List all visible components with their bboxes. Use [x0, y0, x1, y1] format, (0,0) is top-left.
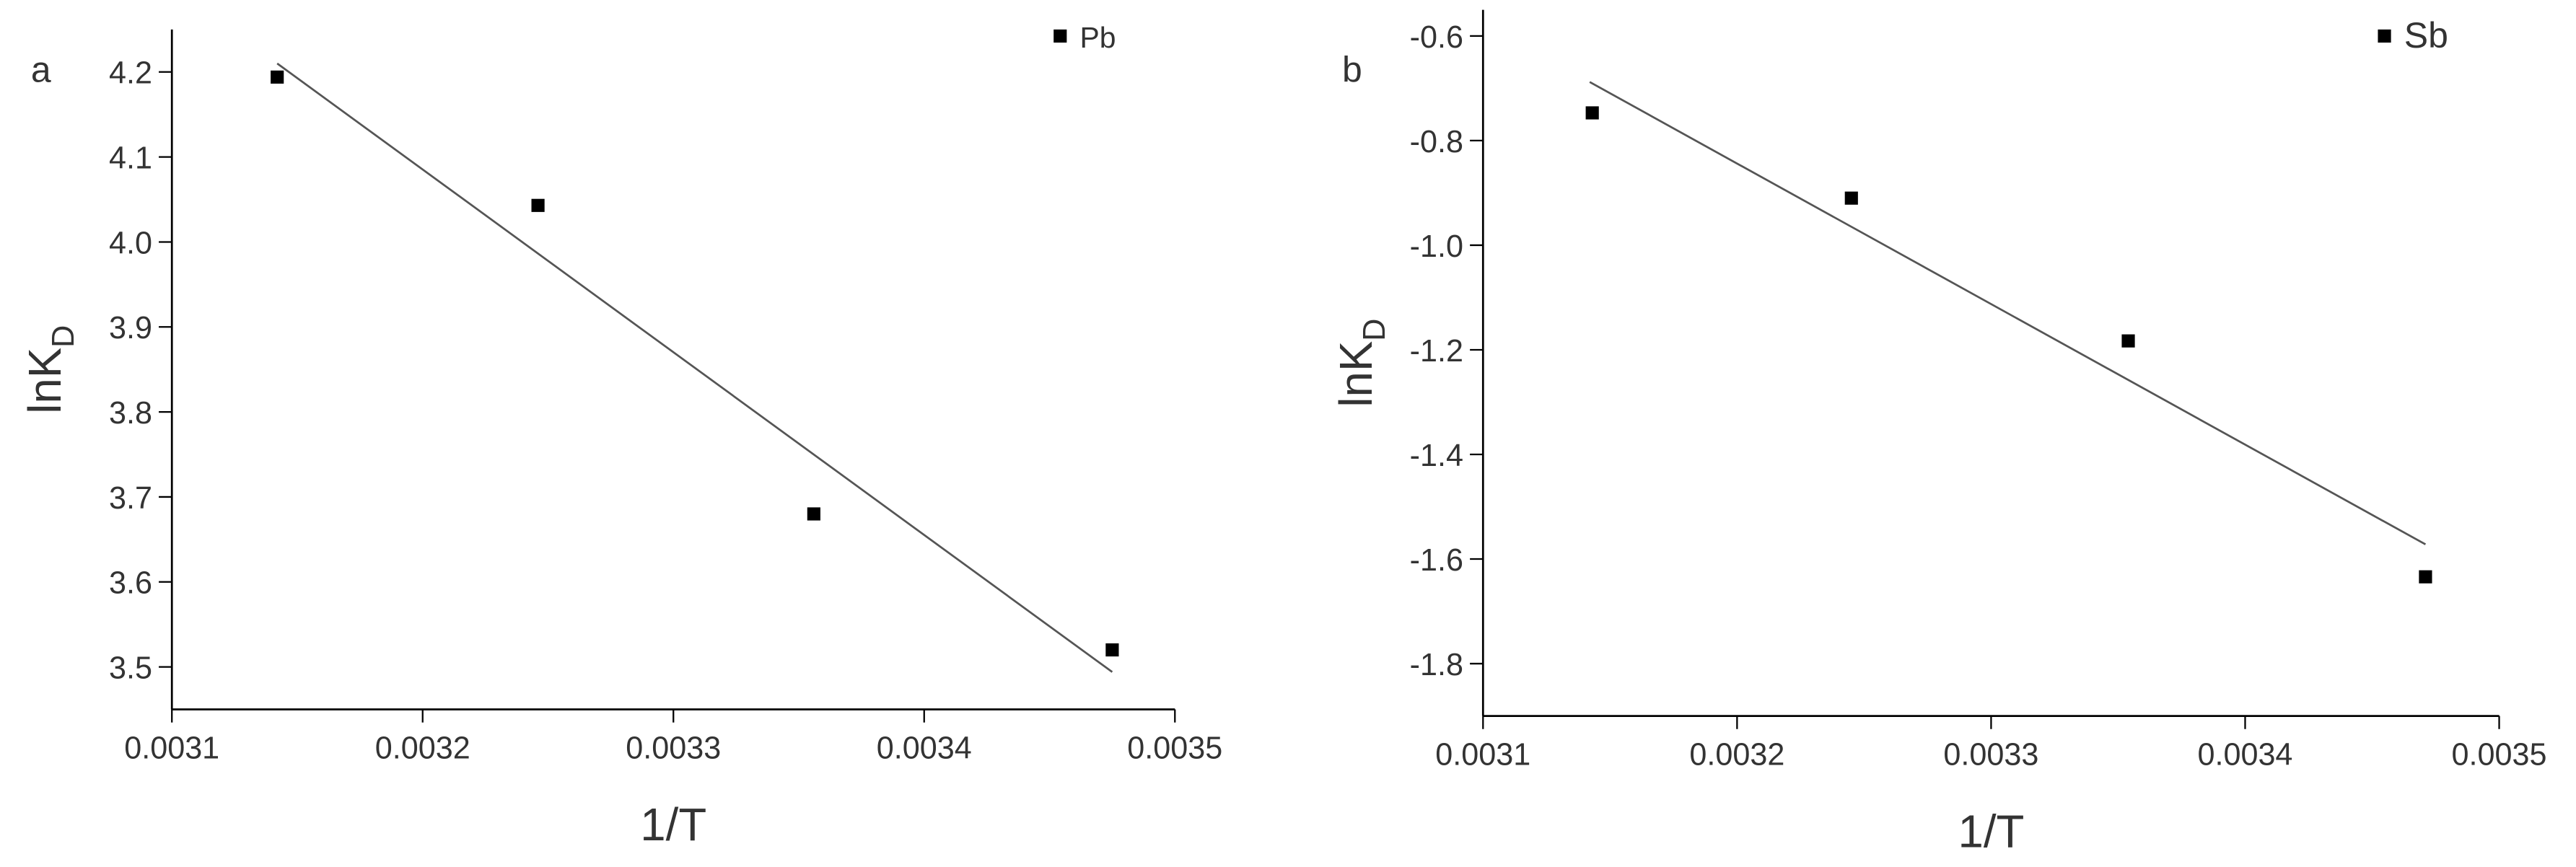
y-tick-label: -1.6 [1410, 543, 1463, 578]
legend-label: Pb [1080, 21, 1116, 54]
y-axis-label-sub: D [1357, 319, 1392, 341]
y-axis-label: lnKD [19, 325, 81, 414]
legend-marker [1053, 29, 1067, 43]
fit-line [276, 62, 1113, 673]
panel-label: a [31, 50, 51, 90]
x-tick-label: 0.0035 [1127, 731, 1222, 766]
y-tick-label: -1.0 [1410, 229, 1463, 264]
legend-label: Sb [2404, 15, 2448, 56]
data-point [1585, 106, 1599, 120]
data-point [807, 507, 820, 521]
legend-marker [2378, 29, 2391, 43]
y-tick-label: 3.7 [109, 481, 152, 516]
x-tick-label: 0.0032 [375, 731, 470, 766]
x-tick-label: 0.0032 [1689, 738, 1784, 773]
x-axis-label: 1/T [1958, 806, 2024, 857]
y-tick-label: 3.9 [109, 311, 152, 346]
y-axis-label-main: lnK [19, 348, 71, 414]
x-tick-label: 0.0033 [1943, 738, 2038, 773]
y-tick-label: -1.2 [1410, 334, 1463, 369]
y-tick-label: 3.5 [109, 651, 152, 685]
y-tick-label: -1.8 [1410, 648, 1463, 682]
panel-label: b [1342, 50, 1362, 90]
x-tick-label: 0.0034 [877, 731, 972, 766]
y-axis-label-main: lnK [1331, 341, 1382, 408]
y-axis-label-sub: D [46, 325, 81, 348]
data-point [531, 198, 545, 212]
x-tick-label: 0.0031 [124, 731, 219, 766]
y-tick-label: 3.6 [109, 566, 152, 601]
data-point [2121, 334, 2135, 348]
data-point [1844, 191, 1858, 205]
y-tick-label: 3.8 [109, 396, 152, 431]
fit-line [1589, 81, 2427, 545]
data-point [1105, 643, 1119, 657]
data-point [2419, 570, 2432, 584]
y-tick-label: -0.6 [1410, 20, 1463, 55]
x-tick-label: 0.0031 [1435, 738, 1530, 773]
x-tick-label: 0.0035 [2452, 738, 2547, 773]
y-tick-label: -1.4 [1410, 439, 1463, 473]
data-point [271, 70, 284, 84]
x-axis-label: 1/T [640, 799, 706, 850]
y-tick-label: 4.0 [109, 226, 152, 260]
x-tick-label: 0.0034 [2197, 738, 2292, 773]
y-tick-label: 4.1 [109, 141, 152, 176]
y-tick-label: -0.8 [1410, 125, 1463, 159]
y-tick-label: 4.2 [109, 56, 152, 91]
y-axis-label: lnKD [1331, 319, 1392, 408]
x-tick-label: 0.0033 [626, 731, 721, 766]
